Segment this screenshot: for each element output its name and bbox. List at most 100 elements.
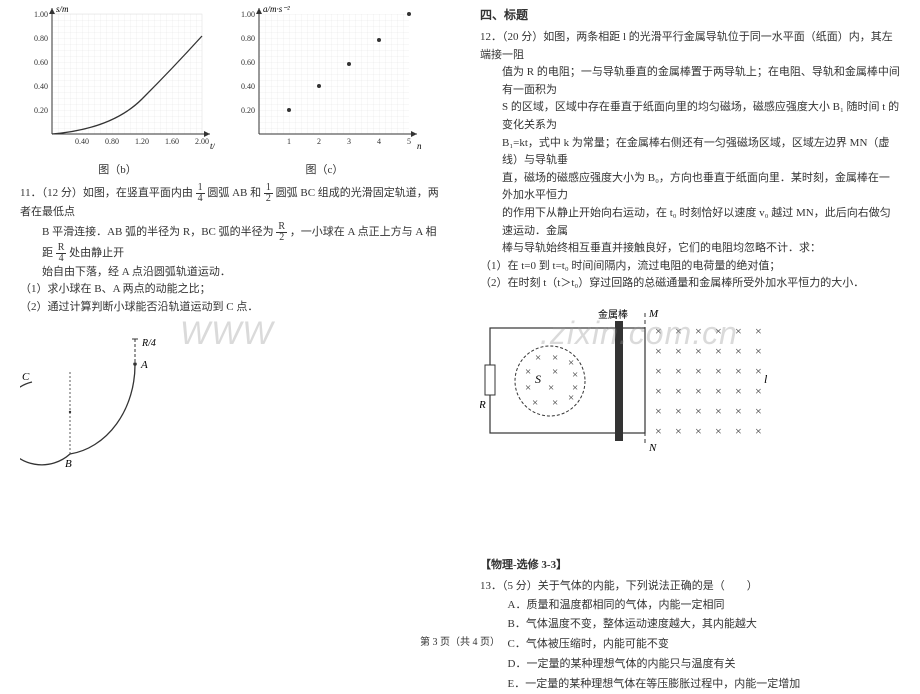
svg-text:×: ×	[552, 352, 558, 364]
svg-text:×: ×	[568, 357, 574, 369]
svg-text:×: ×	[715, 344, 722, 358]
svg-text:×: ×	[755, 424, 762, 438]
label-R: R	[480, 399, 486, 411]
q11-line2: B 平滑连接．AB 弧的半径为 R，BC 弧的半径为 R2 ，一小球在 A 点正…	[20, 222, 440, 264]
q11-part2: （2）通过计算判断小球能否沿轨道运动到 C 点．	[20, 299, 440, 317]
label-N: N	[648, 442, 657, 453]
q11-line3: 始自由下落，经 A 点沿圆弧轨道运动．	[20, 264, 440, 282]
q13-optD: D．一定量的某种理想气体的内能只与温度有关	[508, 655, 901, 675]
charts-row: 0.40 0.80 1.20 1.60 2.00 0.20 0.40 0.60 …	[20, 6, 440, 177]
svg-text:×: ×	[552, 397, 558, 409]
svg-text:×: ×	[695, 344, 702, 358]
q12: 12．（20 分）如图，两条相距 l 的光滑平行金属导轨位于同一水平面（纸面）内…	[480, 29, 900, 293]
chart-b-box: 0.40 0.80 1.20 1.60 2.00 0.20 0.40 0.60 …	[20, 6, 215, 177]
label-S: S	[535, 372, 541, 386]
chart-b: 0.40 0.80 1.20 1.60 2.00 0.20 0.40 0.60 …	[20, 6, 215, 156]
q12-part2: （2）在时刻 t（t＞t₀）穿过回路的总磁通量和金属棒所受外加水平恒力的大小．	[480, 275, 900, 293]
svg-text:×: ×	[715, 404, 722, 418]
svg-text:×: ×	[525, 382, 531, 394]
chart-c-box: 1 2 3 4 5 0.20 0.40 0.60 0.80 1.00 n a/	[227, 6, 422, 177]
svg-text:0.40: 0.40	[34, 82, 48, 91]
svg-text:4: 4	[377, 137, 381, 146]
svg-text:×: ×	[525, 366, 531, 378]
svg-text:×: ×	[755, 404, 762, 418]
svg-text:0.80: 0.80	[105, 137, 119, 146]
svg-text:×: ×	[675, 344, 682, 358]
right-column: 四、标题 12．（20 分）如图，两条相距 l 的光滑平行金属导轨位于同一水平面…	[460, 0, 920, 650]
svg-text:×: ×	[715, 364, 722, 378]
q12-diagram: 金属棒 R S × × × × × × × × × × × × M N × × × × × × × × × × ×…	[480, 303, 900, 456]
left-column: 0.40 0.80 1.20 1.60 2.00 0.20 0.40 0.60 …	[0, 0, 460, 650]
svg-text:×: ×	[655, 384, 662, 398]
q11-part1: （1）求小球在 B、A 两点的动能之比；	[20, 281, 440, 299]
q12-l4: B₁=kt，式中 k 为常量；在金属棒右侧还有一匀强磁场区域，区域左边界 MN（…	[480, 135, 900, 170]
svg-text:×: ×	[755, 384, 762, 398]
svg-text:×: ×	[695, 424, 702, 438]
svg-text:×: ×	[735, 404, 742, 418]
q12-l5: 直，磁场的磁感应强度大小为 B₀，方向也垂直于纸面向里．某时刻，金属棒在一外加水…	[480, 170, 900, 205]
svg-text:1.60: 1.60	[165, 137, 179, 146]
svg-text:×: ×	[655, 404, 662, 418]
svg-text:×: ×	[675, 324, 682, 338]
svg-text:0.40: 0.40	[241, 82, 255, 91]
svg-text:0.80: 0.80	[34, 34, 48, 43]
svg-text:×: ×	[655, 324, 662, 338]
svg-text:×: ×	[568, 392, 574, 404]
svg-text:×: ×	[755, 344, 762, 358]
svg-text:×: ×	[675, 424, 682, 438]
svg-text:1: 1	[287, 137, 291, 146]
svg-text:1.20: 1.20	[135, 137, 149, 146]
svg-text:2: 2	[317, 137, 321, 146]
svg-text:×: ×	[735, 324, 742, 338]
chart-c-caption: 图（c）	[227, 161, 422, 177]
svg-text:×: ×	[552, 366, 558, 378]
svg-text:×: ×	[695, 404, 702, 418]
svg-text:×: ×	[695, 384, 702, 398]
q11-mid1: 圆弧 AB 和	[207, 187, 261, 199]
svg-text:0.80: 0.80	[241, 34, 255, 43]
label-M: M	[648, 308, 659, 320]
svg-text:×: ×	[532, 397, 538, 409]
label-A: A	[140, 359, 148, 371]
q12-part1: （1）在 t=0 到 t=t₀ 时间间隔内，流过电阻的电荷量的绝对值；	[480, 258, 900, 276]
label-R4: R/4	[141, 338, 156, 349]
svg-text:×: ×	[735, 384, 742, 398]
svg-text:×: ×	[715, 424, 722, 438]
label-l: l	[764, 372, 768, 386]
q11-l2a: B 平滑连接．AB 弧的半径为 R，BC 弧的半径为	[42, 226, 274, 238]
svg-text:×: ×	[675, 384, 682, 398]
q13-optA: A．质量和温度都相同的气体，内能一定相同	[508, 596, 901, 616]
frac-4: R4	[56, 243, 67, 264]
svg-text:×: ×	[755, 364, 762, 378]
svg-text:0.60: 0.60	[241, 58, 255, 67]
svg-text:×: ×	[675, 404, 682, 418]
svg-text:×: ×	[735, 364, 742, 378]
svg-text:×: ×	[715, 324, 722, 338]
label-C: C	[22, 371, 30, 383]
svg-text:0.20: 0.20	[241, 106, 255, 115]
section4-title: 四、标题	[480, 6, 900, 23]
page-footer: 第 3 页（共 4 页）	[0, 633, 920, 648]
svg-text:×: ×	[735, 344, 742, 358]
chart-c: 1 2 3 4 5 0.20 0.40 0.60 0.80 1.00 n a/	[227, 6, 422, 156]
frac-2: 12	[264, 183, 273, 204]
svg-text:×: ×	[548, 382, 554, 394]
svg-text:2.00: 2.00	[195, 137, 209, 146]
label-bar: 金属棒	[598, 308, 628, 321]
q13-optE: E．一定量的某种理想气体在等压膨胀过程中，内能一定增加	[508, 675, 901, 694]
frac-1: 14	[196, 183, 205, 204]
svg-text:×: ×	[695, 364, 702, 378]
svg-text:×: ×	[695, 324, 702, 338]
svg-text:×: ×	[655, 424, 662, 438]
svg-text:×: ×	[655, 364, 662, 378]
chart-b-caption: 图（b）	[20, 161, 215, 177]
svg-text:×: ×	[715, 384, 722, 398]
svg-text:5: 5	[407, 137, 411, 146]
svg-text:×: ×	[572, 369, 578, 381]
svg-text:×: ×	[535, 352, 541, 364]
svg-text:1.00: 1.00	[34, 10, 48, 19]
label-B: B	[65, 458, 72, 470]
q11-line1: 11．（12 分）如图，在竖直平面内由 14 圆弧 AB 和 12 圆弧 BC …	[20, 183, 440, 222]
q12-l3: S 的区域，区域中存在垂直于纸面向里的均匀磁场，磁感应强度大小 B₁ 随时间 t…	[480, 99, 900, 134]
svg-text:0.60: 0.60	[34, 58, 48, 67]
